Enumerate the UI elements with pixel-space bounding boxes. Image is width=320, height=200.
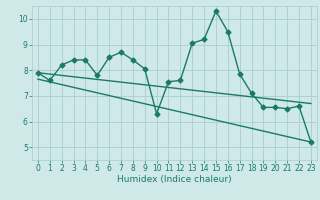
X-axis label: Humidex (Indice chaleur): Humidex (Indice chaleur) <box>117 175 232 184</box>
